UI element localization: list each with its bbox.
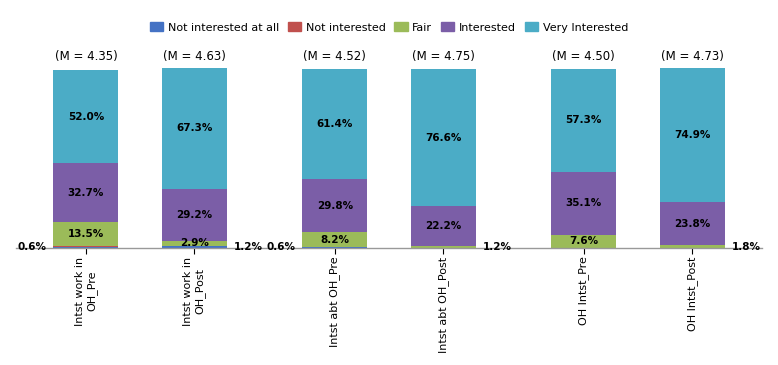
Text: (M = 4.63): (M = 4.63) xyxy=(163,50,226,63)
Legend: Not interested at all, Not interested, Fair, Interested, Very Interested: Not interested at all, Not interested, F… xyxy=(145,18,633,37)
Text: 67.3%: 67.3% xyxy=(176,123,212,133)
Bar xyxy=(54,246,118,247)
Text: 13.5%: 13.5% xyxy=(68,229,104,239)
Bar xyxy=(552,235,616,248)
Text: (M = 4.52): (M = 4.52) xyxy=(303,50,366,63)
Bar xyxy=(54,70,118,163)
Text: 61.4%: 61.4% xyxy=(317,119,353,129)
Bar xyxy=(162,68,226,189)
Bar xyxy=(552,69,616,172)
Bar xyxy=(162,189,226,241)
Text: 57.3%: 57.3% xyxy=(566,115,602,126)
Bar xyxy=(54,222,118,246)
Bar xyxy=(303,69,367,179)
Text: 7.6%: 7.6% xyxy=(569,237,598,246)
Text: (M = 4.75): (M = 4.75) xyxy=(412,50,475,63)
Text: 1.2%: 1.2% xyxy=(233,242,263,252)
Text: (M = 4.35): (M = 4.35) xyxy=(54,50,117,63)
Bar xyxy=(411,206,475,246)
Text: 1.2%: 1.2% xyxy=(482,242,512,252)
Text: 8.2%: 8.2% xyxy=(321,235,349,245)
Text: 22.2%: 22.2% xyxy=(425,221,461,231)
Bar xyxy=(411,69,475,206)
Text: (M = 4.73): (M = 4.73) xyxy=(661,50,724,63)
Bar xyxy=(303,179,367,233)
Text: 0.6%: 0.6% xyxy=(17,242,47,252)
Text: 74.9%: 74.9% xyxy=(674,130,710,140)
Bar xyxy=(411,246,475,248)
Text: 52.0%: 52.0% xyxy=(68,112,104,122)
Text: 32.7%: 32.7% xyxy=(68,188,104,197)
Bar xyxy=(303,247,367,248)
Bar xyxy=(162,246,226,248)
Text: 76.6%: 76.6% xyxy=(425,133,461,143)
Text: 2.9%: 2.9% xyxy=(180,238,209,249)
Bar xyxy=(552,172,616,235)
Text: 23.8%: 23.8% xyxy=(674,219,710,228)
Bar xyxy=(162,241,226,246)
Bar xyxy=(660,245,724,248)
Text: 1.8%: 1.8% xyxy=(731,242,761,252)
Bar xyxy=(54,163,118,222)
Text: 29.2%: 29.2% xyxy=(176,210,212,220)
Text: 35.1%: 35.1% xyxy=(566,198,602,208)
Bar xyxy=(660,202,724,245)
Text: 29.8%: 29.8% xyxy=(317,201,353,211)
Text: (M = 4.50): (M = 4.50) xyxy=(552,50,615,63)
Text: 0.6%: 0.6% xyxy=(266,242,296,252)
Bar xyxy=(660,68,724,202)
Bar xyxy=(54,247,118,248)
Bar xyxy=(303,233,367,247)
